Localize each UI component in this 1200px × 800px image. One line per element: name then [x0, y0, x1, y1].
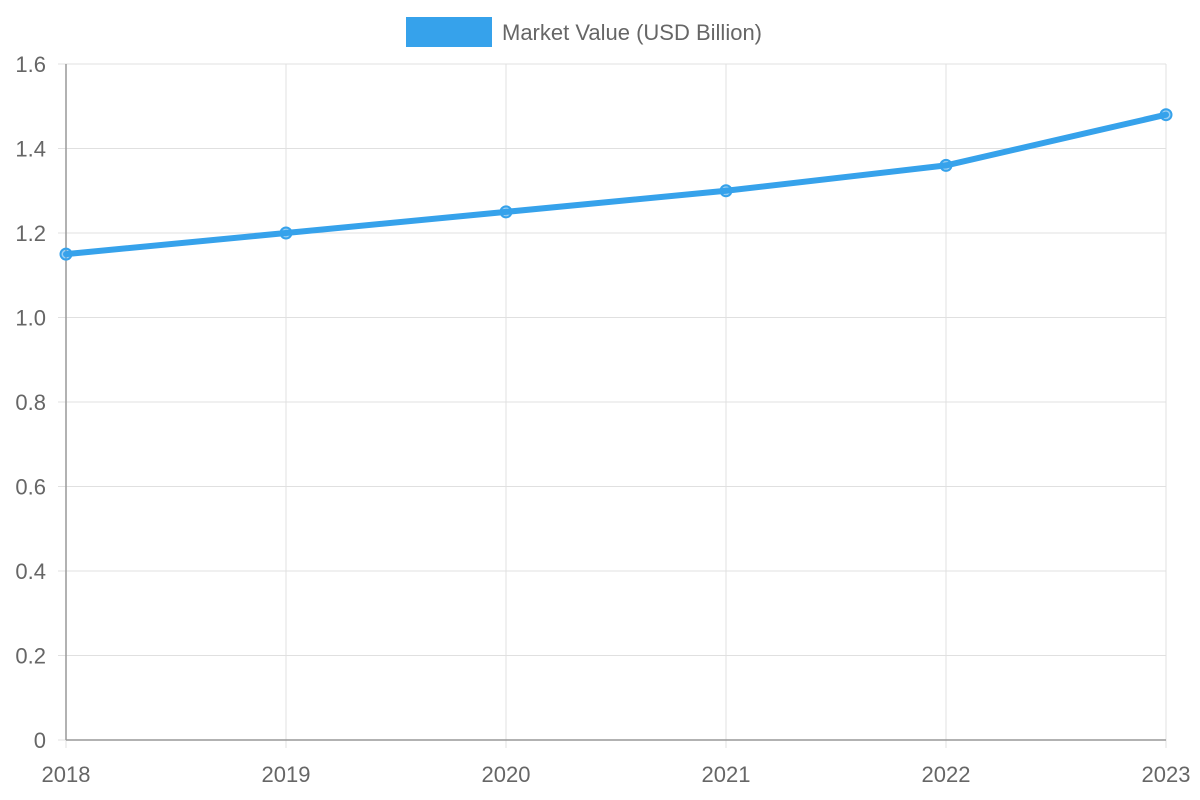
data-point[interactable]: [939, 158, 953, 172]
y-tick-label: 1.4: [15, 137, 46, 162]
series-layer: [59, 108, 1173, 261]
series-line: [63, 111, 1169, 258]
legend[interactable]: Market Value (USD Billion): [406, 17, 762, 47]
x-tick-label: 2021: [702, 762, 751, 787]
x-tick-label: 2020: [482, 762, 531, 787]
x-tick-label: 2018: [42, 762, 91, 787]
y-tick-label: 0.4: [15, 559, 46, 584]
legend-label: Market Value (USD Billion): [502, 20, 762, 45]
y-tick-label: 1.0: [15, 306, 46, 331]
data-point[interactable]: [279, 226, 293, 240]
y-tick-label: 1.2: [15, 221, 46, 246]
data-point[interactable]: [59, 247, 73, 261]
legend-swatch: [406, 17, 492, 47]
y-tick-label: 1.6: [15, 52, 46, 77]
grid: [58, 63, 1167, 748]
y-tick-label: 0: [34, 728, 46, 753]
data-point[interactable]: [499, 205, 513, 219]
y-tick-label: 0.6: [15, 475, 46, 500]
axes: [65, 64, 1166, 741]
data-point[interactable]: [719, 184, 733, 198]
x-tick-label: 2019: [262, 762, 311, 787]
tick-labels: 0 0.2 0.4 0.6 0.8 1.0 1.2 1.4 1.6 2018 2019 2020 202…: [15, 52, 1190, 787]
x-tick-label: 2022: [922, 762, 971, 787]
y-tick-label: 0.8: [15, 390, 46, 415]
y-tick-label: 0.2: [15, 644, 46, 669]
x-tick-label: 2023: [1142, 762, 1191, 787]
data-point[interactable]: [1159, 108, 1173, 122]
